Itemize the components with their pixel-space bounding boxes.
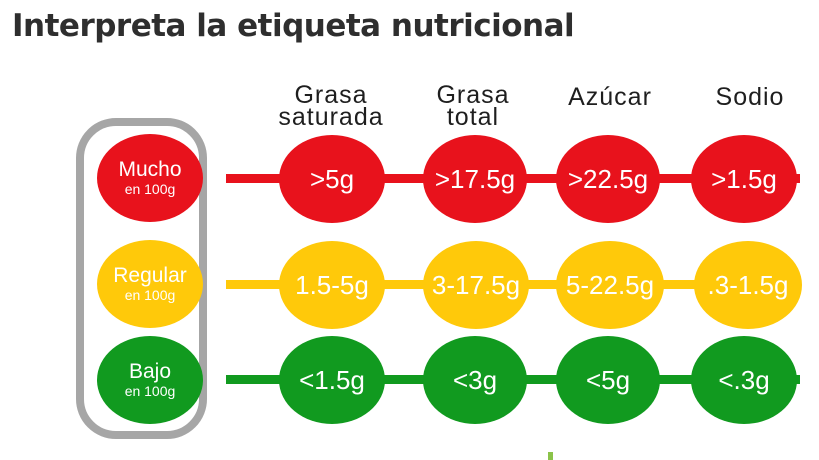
value-circle: <3g	[423, 336, 527, 424]
legend-unit: en 100g	[124, 181, 176, 197]
value-circle: 1.5-5g	[279, 241, 385, 329]
legend-circle-mucho: Mucho en 100g	[97, 134, 203, 222]
value-circle: >17.5g	[423, 135, 527, 223]
value-circle: 3-17.5g	[423, 241, 529, 329]
value-circle: .3-1.5g	[694, 241, 802, 329]
page-title: Interpreta la etiqueta nutricional	[12, 8, 575, 44]
value-circle: 5-22.5g	[556, 241, 664, 329]
value-circle: >5g	[279, 135, 385, 223]
legend-unit: en 100g	[124, 287, 176, 303]
column-header-grasa-saturada: Grasa saturada	[278, 81, 384, 131]
value-circle: <.3g	[691, 336, 797, 424]
column-header-sodio: Sodio	[715, 83, 785, 111]
value-circle: >22.5g	[556, 135, 660, 223]
column-header-grasa-total: Grasa total	[436, 81, 510, 131]
legend-label: Regular	[113, 264, 187, 287]
legend-label: Mucho	[118, 158, 182, 181]
value-circle: >1.5g	[691, 135, 797, 223]
decorative-mark	[548, 452, 553, 460]
legend-circle-bajo: Bajo en 100g	[97, 336, 203, 424]
value-circle: <1.5g	[279, 336, 385, 424]
legend-label: Bajo	[128, 360, 172, 383]
value-circle: <5g	[556, 336, 660, 424]
column-header-azucar: Azúcar	[568, 83, 652, 111]
legend-circle-regular: Regular en 100g	[97, 240, 203, 328]
legend-unit: en 100g	[124, 383, 176, 399]
